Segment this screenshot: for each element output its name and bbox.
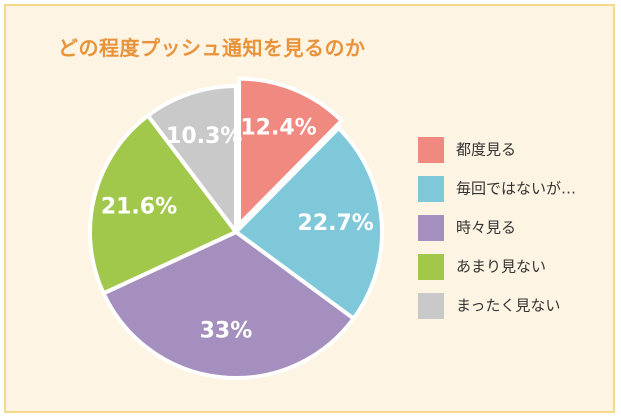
pie-label-group: 12.4% 22.7% 33% 21.6% 10.3%	[101, 115, 374, 343]
legend-label-4: あまり見ない	[456, 258, 546, 276]
legend-swatch-5	[418, 293, 444, 319]
pie-slice-label-3: 33%	[200, 318, 253, 343]
chart-title: どの程度プッシュ通知を見るのか	[58, 36, 366, 60]
pie-slice-label-2: 22.7%	[298, 211, 374, 236]
pie-slice-5	[145, 84, 238, 234]
legend-label-3: 時々見る	[456, 219, 516, 237]
legend-label-2: 毎回ではないが…	[456, 180, 576, 198]
pie-slice-label-1: 12.4%	[240, 115, 316, 140]
legend-label-1: 都度見る	[456, 141, 516, 159]
pie-slice-2	[234, 126, 384, 321]
legend-swatch-3	[418, 215, 444, 241]
pie-slice-1	[237, 76, 344, 227]
pie-slice-3	[101, 230, 356, 380]
legend-swatch-2	[418, 176, 444, 202]
pie-slice-label-4: 21.6%	[101, 195, 177, 220]
pie-group	[88, 76, 384, 380]
pie-slice-label-5: 10.3%	[166, 124, 242, 149]
pie-slice-4	[88, 113, 238, 296]
legend-swatch-1	[418, 137, 444, 163]
legend-label-5: まったく見ない	[456, 297, 560, 315]
legend-swatch-4	[418, 254, 444, 280]
